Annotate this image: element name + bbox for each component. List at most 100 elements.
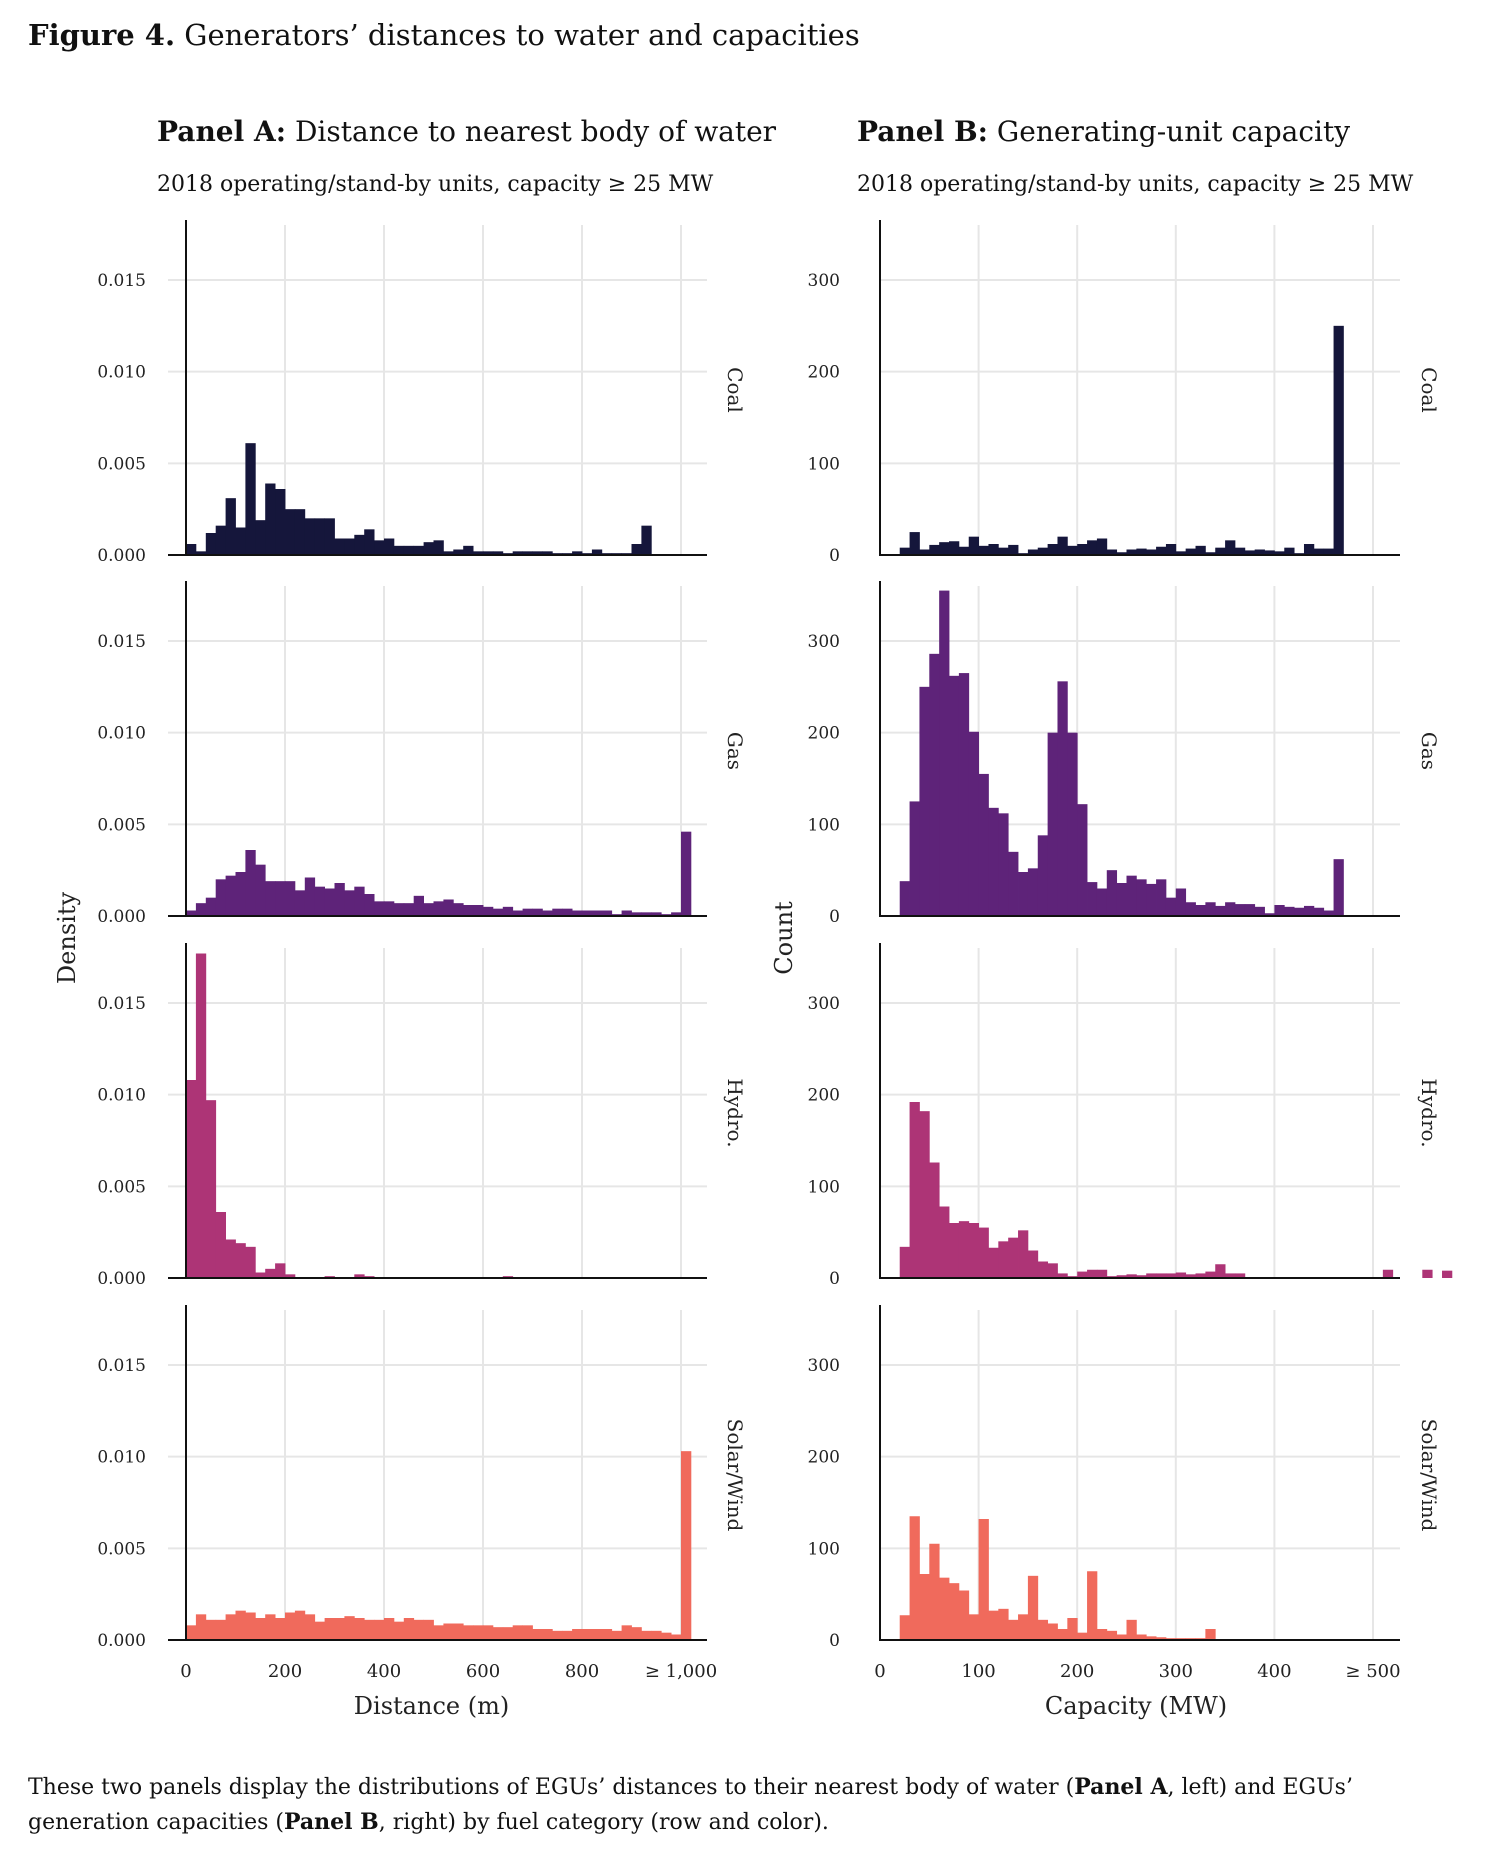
bar <box>443 1623 454 1640</box>
bar <box>1106 549 1118 555</box>
bar <box>294 890 306 916</box>
bar <box>1047 1263 1058 1278</box>
bar <box>215 1212 226 1278</box>
bar <box>552 908 563 916</box>
facet-b-hydro- <box>879 943 1453 1279</box>
bar <box>939 590 950 916</box>
bar <box>215 1619 226 1640</box>
bar <box>909 1102 920 1278</box>
bar <box>1067 732 1078 916</box>
bar <box>384 538 395 555</box>
bar <box>1008 1237 1019 1278</box>
bar <box>1156 1273 1167 1278</box>
bar <box>285 509 296 555</box>
bar <box>532 908 543 916</box>
y-tick-label: 300 <box>808 994 840 1014</box>
bar <box>909 1516 920 1640</box>
bar <box>1027 549 1039 555</box>
bar <box>1096 1629 1108 1640</box>
bar <box>1077 1632 1088 1640</box>
y-tick-label: 200 <box>808 724 840 744</box>
bar <box>364 529 375 555</box>
bar <box>1027 1250 1039 1278</box>
bar <box>1047 544 1058 555</box>
bar <box>245 443 256 555</box>
bar <box>582 1629 593 1640</box>
bar <box>1234 904 1246 916</box>
y-tick-label: 0 <box>829 907 840 927</box>
bar <box>1234 547 1246 555</box>
facet-a-solar-wind <box>168 1305 707 1641</box>
bar <box>1067 545 1078 555</box>
bar <box>324 1618 335 1640</box>
bar <box>265 881 276 916</box>
bar <box>1303 544 1315 555</box>
bar <box>1008 544 1019 555</box>
bar <box>631 912 642 916</box>
bar <box>1442 1270 1453 1278</box>
bar <box>423 542 434 555</box>
facet-strip-label: Gas <box>723 732 747 770</box>
bar <box>423 1619 434 1640</box>
bar <box>225 1614 236 1640</box>
bar <box>978 773 989 916</box>
bar <box>403 545 415 555</box>
bar <box>1195 905 1206 916</box>
bar <box>671 912 682 916</box>
bar <box>364 1619 375 1640</box>
bar <box>423 903 434 916</box>
bar <box>1126 549 1137 555</box>
bar <box>483 551 494 555</box>
bar <box>512 1625 523 1640</box>
bar <box>1116 883 1127 916</box>
x-tick-label: 600 <box>466 1661 500 1682</box>
bar <box>601 910 613 916</box>
bar <box>1225 540 1236 555</box>
panel-a-subtitle: 2018 operating/stand-by units, capacity … <box>157 172 714 197</box>
bar <box>641 912 652 916</box>
y-tick-label: 0.005 <box>97 1539 146 1559</box>
bar <box>988 1247 999 1278</box>
bar <box>1313 548 1325 555</box>
y-tick-label: 0.000 <box>97 1631 146 1651</box>
bar <box>919 1111 930 1278</box>
bar <box>1106 870 1118 916</box>
bar <box>1274 551 1285 555</box>
bar <box>1205 1271 1216 1278</box>
bar <box>1264 550 1275 555</box>
bar <box>1185 902 1196 916</box>
bar <box>988 1610 999 1640</box>
bar <box>1382 1269 1394 1278</box>
bar <box>978 545 989 555</box>
bar <box>542 551 553 555</box>
bar <box>532 1629 543 1640</box>
bar <box>1087 1269 1098 1278</box>
bar <box>1165 1273 1177 1278</box>
bar <box>591 549 603 555</box>
bar <box>1027 868 1039 916</box>
bar <box>255 864 266 916</box>
bar <box>492 1627 504 1640</box>
bar <box>1156 1637 1167 1640</box>
bar <box>949 675 960 916</box>
y-axis-title: Count <box>770 901 798 975</box>
bar <box>512 910 523 916</box>
facet-strip-label: Hydro. <box>723 1078 747 1147</box>
bar <box>255 1618 266 1640</box>
bar <box>641 1630 652 1640</box>
bar <box>334 883 345 916</box>
bar <box>572 910 583 916</box>
bar <box>1244 904 1256 916</box>
bar <box>1126 875 1137 916</box>
bar <box>393 545 405 555</box>
y-tick-label: 100 <box>808 815 840 835</box>
bar <box>1136 548 1147 555</box>
bar <box>205 533 217 555</box>
y-tick-label: 0.000 <box>97 1269 146 1289</box>
x-axis-title: Distance (m) <box>354 1692 509 1720</box>
bar <box>1136 879 1147 916</box>
bar <box>205 1619 217 1640</box>
facet-strip-label: Coal <box>1417 367 1441 413</box>
bar <box>255 1272 266 1278</box>
